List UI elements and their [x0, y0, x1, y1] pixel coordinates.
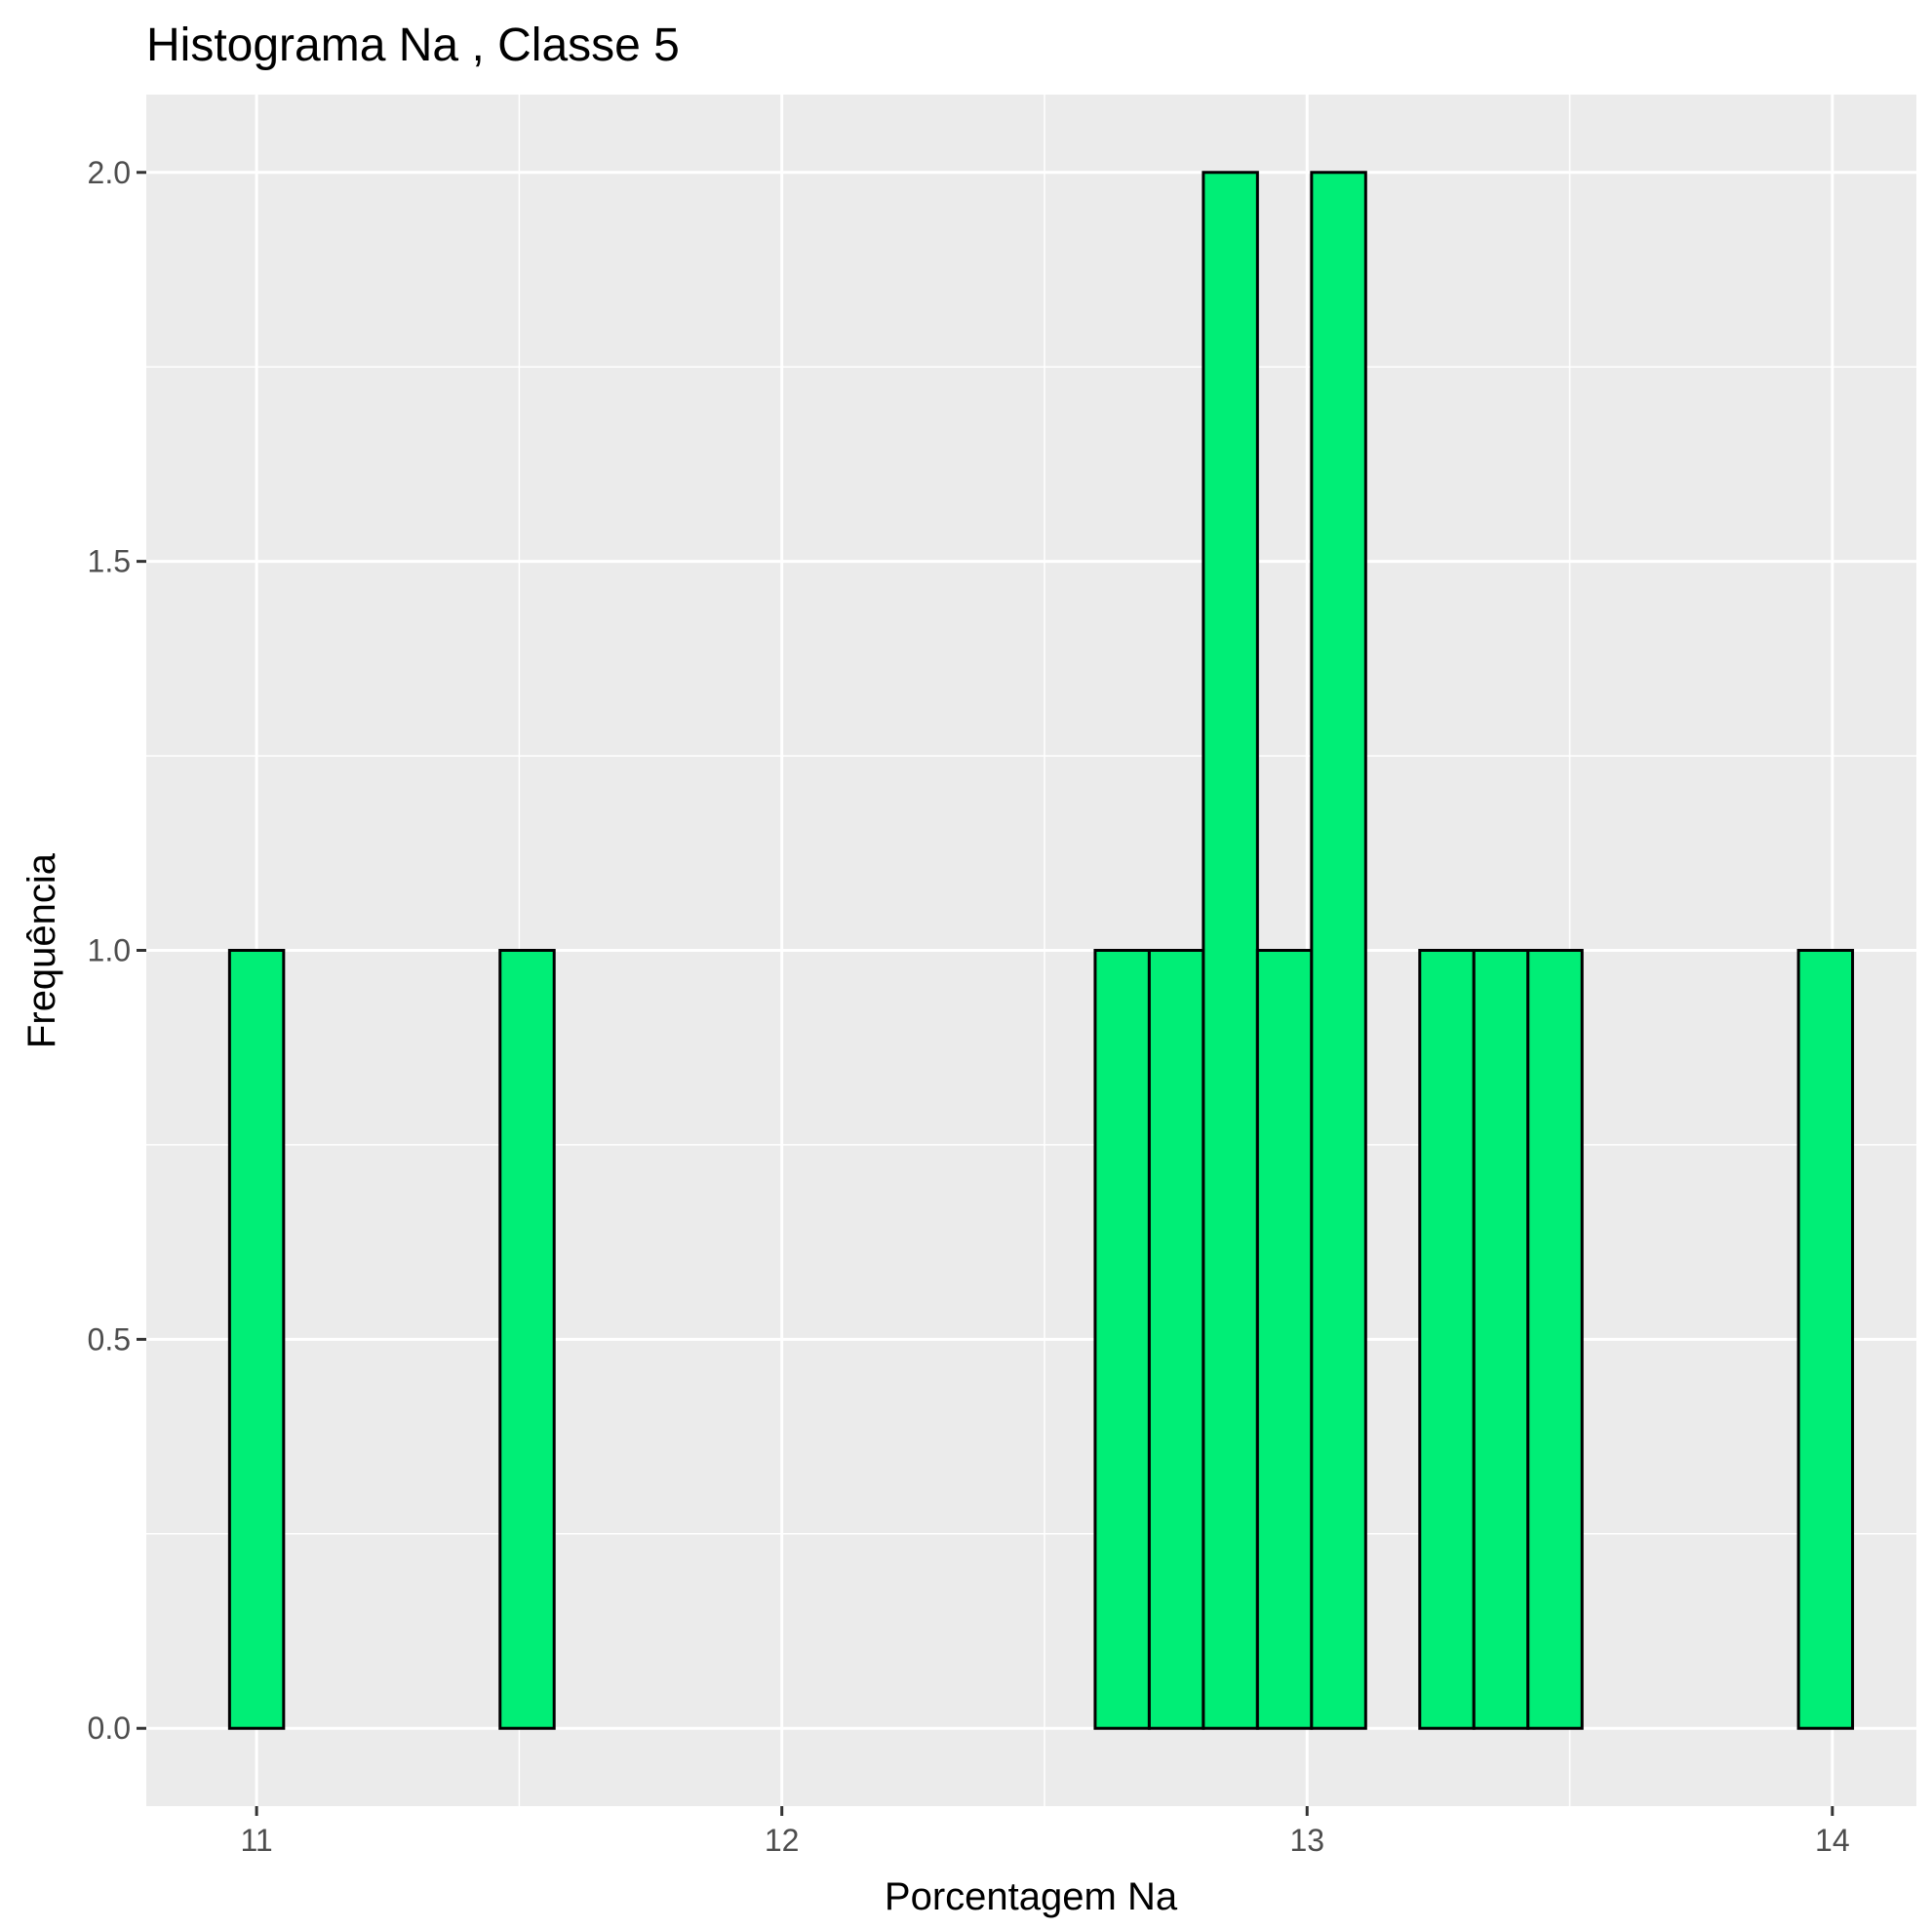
histogram-bar — [498, 949, 556, 1730]
histogram-bar — [1796, 949, 1855, 1730]
histogram-bar — [1202, 171, 1259, 1730]
histogram-bar — [1418, 949, 1476, 1730]
chart-title: Histograma Na , Classe 5 — [146, 20, 680, 71]
y-axis-title: Frequência — [20, 852, 63, 1048]
histogram-bar — [1310, 171, 1367, 1730]
y-axis: 0.0 0.5 1.0 1.5 2.0 — [88, 155, 146, 1746]
x-tick-label: 13 — [1289, 1823, 1324, 1858]
x-axis-title: Porcentagem Na — [885, 1875, 1178, 1918]
histogram-bar — [227, 949, 286, 1730]
y-tick-label: 0.0 — [88, 1711, 131, 1746]
histogram-bar — [1526, 949, 1584, 1730]
y-tick-label: 2.0 — [88, 155, 131, 190]
x-tick-label: 14 — [1815, 1823, 1850, 1858]
histogram-bar — [1255, 949, 1314, 1730]
x-tick-label: 12 — [765, 1823, 800, 1858]
x-tick-label: 11 — [240, 1823, 272, 1858]
y-tick-label: 1.0 — [88, 933, 131, 968]
y-tick-label: 1.5 — [88, 544, 131, 579]
y-tick-label: 0.5 — [88, 1321, 131, 1357]
histogram-bar — [1093, 949, 1151, 1730]
histogram-bars — [227, 171, 1855, 1730]
x-axis: 11 12 13 14 — [240, 1806, 1850, 1858]
histogram-bar — [1147, 949, 1205, 1730]
histogram-bar — [1472, 949, 1530, 1730]
